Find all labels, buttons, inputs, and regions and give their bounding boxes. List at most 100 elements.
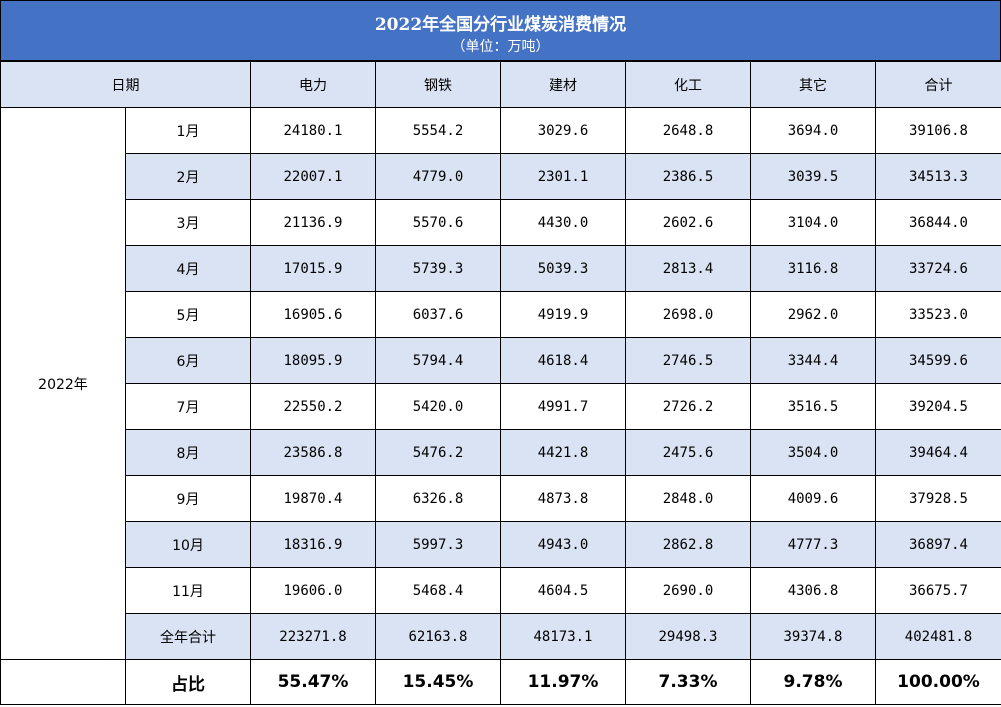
table-cell: 5039.3 bbox=[500, 245, 626, 292]
table-cell: 18095.9 bbox=[250, 337, 376, 384]
header-col: 钢铁 bbox=[375, 61, 501, 108]
table-cell: 5468.4 bbox=[375, 567, 501, 614]
table-cell: 39204.5 bbox=[875, 383, 1001, 430]
table-row: 11月 19606.0 5468.4 4604.5 2690.0 4306.8 36675.… bbox=[1, 567, 1001, 614]
table-cell: 2746.5 bbox=[625, 337, 751, 384]
table-cell: 3516.5 bbox=[750, 383, 876, 430]
table-cell: 19606.0 bbox=[250, 567, 376, 614]
table-cell: 3694.0 bbox=[750, 107, 876, 154]
table-row: 3月 21136.9 5570.6 4430.0 2602.6 3104.0 36844.0 bbox=[1, 199, 1001, 246]
table-cell: 17015.9 bbox=[250, 245, 376, 292]
table-cell: 39106.8 bbox=[875, 107, 1001, 154]
table-cell: 2475.6 bbox=[625, 429, 751, 476]
table-cell: 3104.0 bbox=[750, 199, 876, 246]
ratio-cell: 15.45% bbox=[375, 659, 501, 705]
table-cell: 3029.6 bbox=[500, 107, 626, 154]
table-cell: 6037.6 bbox=[375, 291, 501, 338]
table-cell: 2862.8 bbox=[625, 521, 751, 568]
total-cell: 62163.8 bbox=[375, 613, 501, 660]
table-row: 7月 22550.2 5420.0 4991.7 2726.2 3516.5 39204.5 bbox=[1, 383, 1001, 430]
table-cell: 4919.9 bbox=[500, 291, 626, 338]
header-col: 电力 bbox=[250, 61, 376, 108]
table-cell: 2386.5 bbox=[625, 153, 751, 200]
month-label: 7月 bbox=[125, 383, 251, 430]
table-cell: 34599.6 bbox=[875, 337, 1001, 384]
table-cell: 5420.0 bbox=[375, 383, 501, 430]
ratio-row: 占比 55.47% 15.45% 11.97% 7.33% 9.78% 100.00% bbox=[0, 659, 1001, 705]
total-label: 全年合计 bbox=[125, 613, 251, 660]
table-cell: 5997.3 bbox=[375, 521, 501, 568]
table-cell: 21136.9 bbox=[250, 199, 376, 246]
table-cell: 5739.3 bbox=[375, 245, 501, 292]
table-cell: 5554.2 bbox=[375, 107, 501, 154]
table-cell: 16905.6 bbox=[250, 291, 376, 338]
header-col: 化工 bbox=[625, 61, 751, 108]
table-cell: 4421.8 bbox=[500, 429, 626, 476]
header-col: 其它 bbox=[750, 61, 876, 108]
table-row: 6月 18095.9 5794.4 4618.4 2746.5 3344.4 34599.6 bbox=[1, 337, 1001, 384]
total-cell: 39374.8 bbox=[750, 613, 876, 660]
table-cell: 4873.8 bbox=[500, 475, 626, 522]
table-title-bar: 2022年全国分行业煤炭消费情况 （单位：万吨） bbox=[0, 0, 1001, 61]
table-row: 5月 16905.6 6037.6 4919.9 2698.0 2962.0 33523.0 bbox=[1, 291, 1001, 338]
table-cell: 2726.2 bbox=[625, 383, 751, 430]
total-row: 全年合计 223271.8 62163.8 48173.1 29498.3 39374.8… bbox=[1, 613, 1001, 660]
table-row: 10月 18316.9 5997.3 4943.0 2862.8 4777.3 36897.… bbox=[1, 521, 1001, 568]
table-cell: 2698.0 bbox=[625, 291, 751, 338]
ratio-cell: 100.00% bbox=[875, 659, 1001, 705]
table-cell: 4604.5 bbox=[500, 567, 626, 614]
table-cell: 2602.6 bbox=[625, 199, 751, 246]
total-cell: 402481.8 bbox=[875, 613, 1001, 660]
month-label: 5月 bbox=[125, 291, 251, 338]
month-label: 3月 bbox=[125, 199, 251, 246]
table-cell: 5570.6 bbox=[375, 199, 501, 246]
table-cell: 6326.8 bbox=[375, 475, 501, 522]
ratio-blank-cell bbox=[0, 659, 126, 705]
month-label: 1月 bbox=[125, 107, 251, 154]
total-cell: 48173.1 bbox=[500, 613, 626, 660]
table-row: 8月 23586.8 5476.2 4421.8 2475.6 3504.0 39464.4 bbox=[1, 429, 1001, 476]
table-row: 2022年 1月 24180.1 5554.2 3029.6 2648.8 3694.0 39… bbox=[0, 107, 1001, 660]
month-label: 8月 bbox=[125, 429, 251, 476]
table-cell: 4009.6 bbox=[750, 475, 876, 522]
total-cell: 29498.3 bbox=[625, 613, 751, 660]
month-label: 2月 bbox=[125, 153, 251, 200]
table-cell: 23586.8 bbox=[250, 429, 376, 476]
table-row: 9月 19870.4 6326.8 4873.8 2848.0 4009.6 37928.5 bbox=[1, 475, 1001, 522]
month-label: 9月 bbox=[125, 475, 251, 522]
table-cell: 3039.5 bbox=[750, 153, 876, 200]
ratio-cell: 55.47% bbox=[250, 659, 376, 705]
table-cell: 4943.0 bbox=[500, 521, 626, 568]
table-cell: 4430.0 bbox=[500, 199, 626, 246]
table-cell: 36675.7 bbox=[875, 567, 1001, 614]
header-col: 建材 bbox=[500, 61, 626, 108]
table-cell: 5794.4 bbox=[375, 337, 501, 384]
table-cell: 3504.0 bbox=[750, 429, 876, 476]
table-cell: 33724.6 bbox=[875, 245, 1001, 292]
table-unit-subtitle: （单位：万吨） bbox=[451, 39, 550, 55]
table-cell: 4306.8 bbox=[750, 567, 876, 614]
header-col: 合计 bbox=[875, 61, 1001, 108]
ratio-cell: 11.97% bbox=[500, 659, 626, 705]
table-cell: 33523.0 bbox=[875, 291, 1001, 338]
table-cell: 5476.2 bbox=[375, 429, 501, 476]
table-cell: 3344.4 bbox=[750, 337, 876, 384]
table-cell: 34513.3 bbox=[875, 153, 1001, 200]
table-cell: 4618.4 bbox=[500, 337, 626, 384]
header-row: 日期 电力 钢铁 建材 化工 其它 合计 bbox=[0, 61, 1001, 108]
ratio-cell: 9.78% bbox=[750, 659, 876, 705]
table-cell: 2848.0 bbox=[625, 475, 751, 522]
table-cell: 37928.5 bbox=[875, 475, 1001, 522]
ratio-cell: 7.33% bbox=[625, 659, 751, 705]
month-label: 4月 bbox=[125, 245, 251, 292]
table-cell: 2690.0 bbox=[625, 567, 751, 614]
table-cell: 24180.1 bbox=[250, 107, 376, 154]
table-cell: 3116.8 bbox=[750, 245, 876, 292]
table-cell: 4991.7 bbox=[500, 383, 626, 430]
month-label: 6月 bbox=[125, 337, 251, 384]
table-cell: 4779.0 bbox=[375, 153, 501, 200]
table-cell: 36897.4 bbox=[875, 521, 1001, 568]
total-cell: 223271.8 bbox=[250, 613, 376, 660]
data-table: 日期 电力 钢铁 建材 化工 其它 合计 2022年 1月 24180.1 5554.… bbox=[0, 61, 1001, 705]
